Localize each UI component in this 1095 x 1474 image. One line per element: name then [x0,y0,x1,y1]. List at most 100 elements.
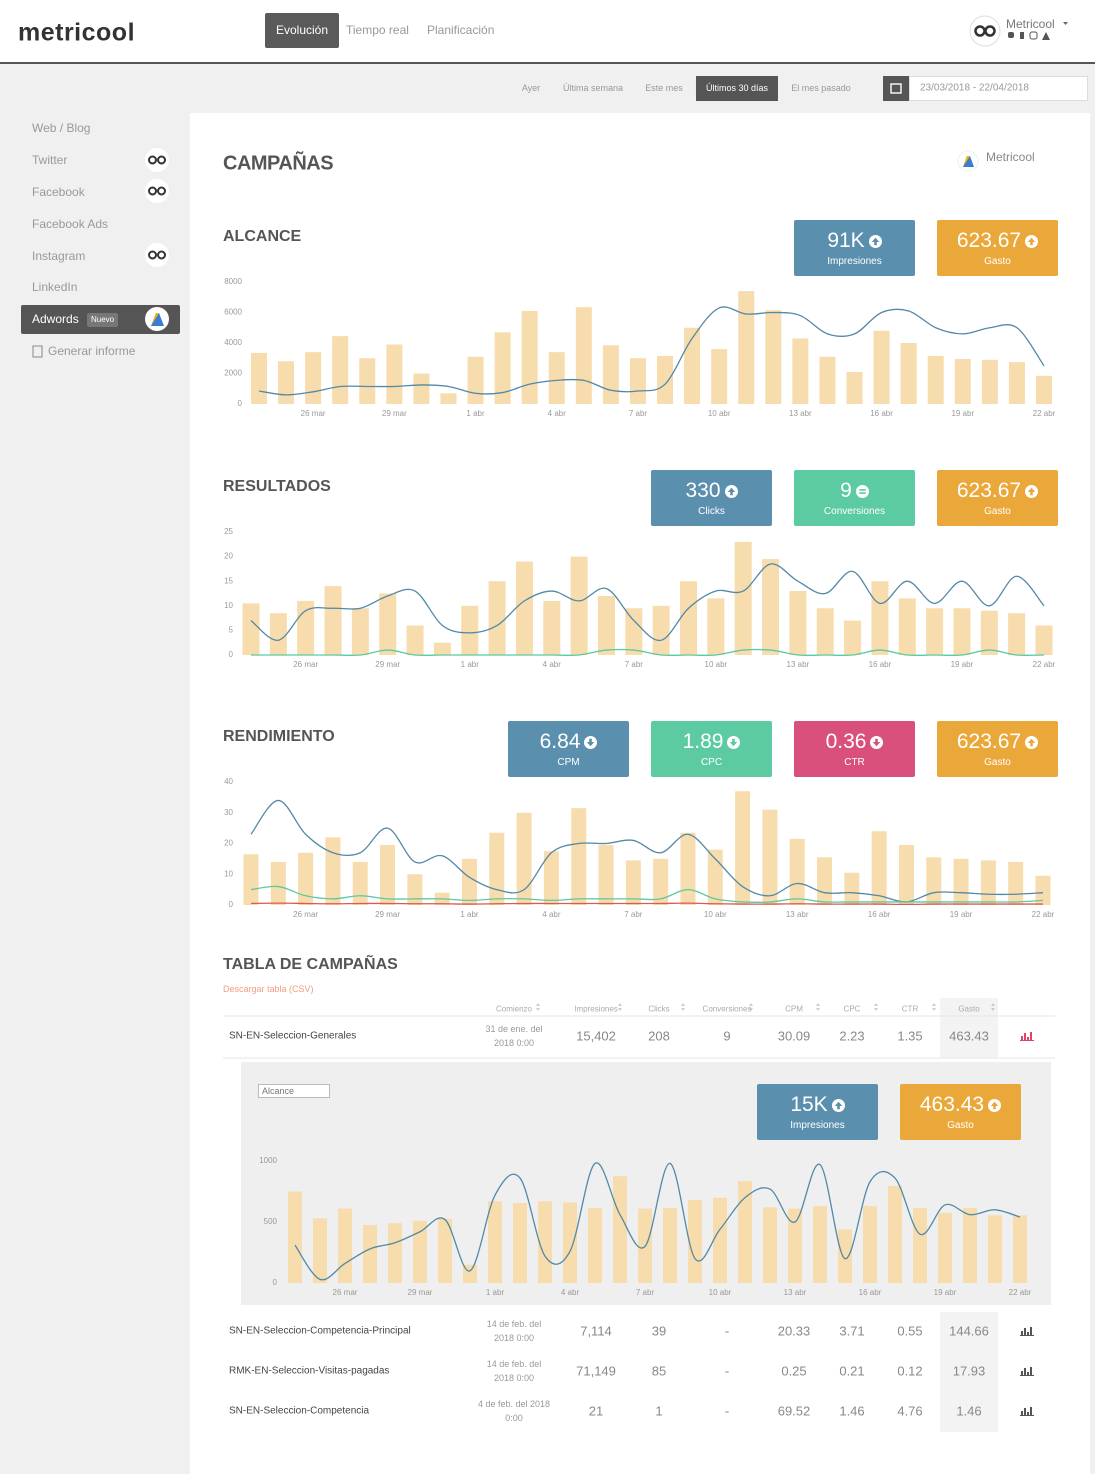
kpi-label: CTR [844,757,865,768]
kpi-card: 15K Impresiones [757,1084,878,1140]
campaign-name[interactable]: SN-EN-Seleccion-Generales [229,1030,357,1042]
column-header[interactable]: Conversiones [702,1004,752,1014]
twitter-icon [145,148,169,172]
column-header[interactable]: Gasto [958,1004,980,1014]
table-cell: 21 [588,1403,604,1419]
table-cell: 1 [655,1403,663,1419]
table-cell: 85 [651,1363,667,1379]
campaign-name[interactable]: RMK-EN-Seleccion-Visitas-pagadas [229,1365,390,1377]
table-cell: 208 [648,1028,670,1044]
table-cell: 1.46 [839,1403,865,1419]
calendar-button[interactable] [883,76,909,101]
kpi-value: 0.36 [825,730,867,753]
table-cell: 9 [723,1028,731,1044]
table-cell: 30.09 [777,1028,811,1044]
sidebar-item[interactable]: Generar informe [48,344,136,358]
new-badge: Nuevo [87,313,119,327]
gasto-column-shade [940,998,998,1058]
brand-name: Metricool [986,150,1035,164]
kpi-value: 1.89 [682,730,724,753]
trend-icon [988,1098,1002,1112]
sidebar-item[interactable]: LinkedIn [32,280,78,294]
campaign-name[interactable]: SN-EN-Seleccion-Competencia-Principal [229,1325,411,1337]
kpi-card: 623.67 Gasto [937,220,1058,276]
date-option[interactable]: El mes pasado [791,83,851,93]
kpi-card: 91K Impresiones [794,220,915,276]
trend-icon [855,484,869,498]
column-header[interactable]: CPC [843,1004,861,1014]
kpi-row: 623.67 [937,229,1058,253]
kpi-label: CPM [557,757,580,768]
kpi-value: 330 [685,479,721,502]
kpi-row: 623.67 [937,730,1058,754]
table-cell: 0.21 [839,1363,865,1379]
account-name[interactable]: Metricool [1006,17,1055,31]
date-option[interactable]: Última semana [562,83,624,93]
sidebar-item[interactable]: Facebook Ads [32,217,109,231]
page-title: CAMPAÑAS [223,152,334,175]
top-bar [0,0,1095,64]
sidebar-item[interactable]: Adwords [32,312,79,326]
pdf-icon [32,345,43,358]
kpi-label: Conversiones [823,506,886,517]
kpi-card: 9 Conversiones [794,470,915,526]
nav-tab[interactable]: Evolución [265,13,340,48]
column-header[interactable]: Impresiones [574,1004,618,1014]
trend-icon [868,234,882,248]
trend-icon [724,484,738,498]
sidebar-item[interactable]: Instagram [32,249,86,263]
kpi-card: 463.43 Gasto [900,1084,1021,1140]
sidebar-item[interactable]: Twitter [32,153,68,167]
column-header[interactable]: Comienzo [495,1004,533,1014]
table-cell: 39 [651,1323,667,1339]
table-cell: 71,149 [576,1363,616,1379]
kpi-value: 623.67 [956,479,1022,502]
trend-icon [1025,484,1039,498]
kpi-row: 623.67 [937,479,1058,503]
trend-icon [831,1098,845,1112]
table-cell: 463.43 [949,1028,989,1044]
download-link[interactable]: Descargar tabla (CSV) [223,984,314,994]
table-cell: 69.52 [777,1403,811,1419]
kpi-label: Gasto [947,1120,974,1131]
column-header[interactable]: CTR [901,1004,919,1014]
date-option[interactable]: Últimos 30 días [695,76,779,101]
table-cell: 1.35 [897,1028,923,1044]
trend-icon [870,735,884,749]
table-cell: 144.66 [949,1323,989,1339]
date-option[interactable]: Ayer [521,83,541,93]
column-header[interactable]: CPM [785,1004,803,1014]
nav-tab[interactable]: Planificación [427,23,495,37]
sidebar-item[interactable]: Facebook [32,185,85,199]
table-cell: 0.12 [897,1363,923,1379]
kpi-card: 1.89 CPC [651,721,772,777]
table-title: TABLA DE CAMPAÑAS [223,956,398,973]
kpi-label: Gasto [984,506,1011,517]
date-option[interactable]: Este mes [645,83,683,93]
kpi-row: 15K [757,1093,878,1117]
table-cell: 7,114 [580,1323,612,1339]
table-cell: 15,402 [576,1028,616,1044]
chart-select[interactable]: Alcance [258,1084,330,1098]
kpi-value: 6.84 [539,730,581,753]
table-cell: 0.25 [781,1363,807,1379]
table-cell: 0.55 [897,1323,923,1339]
kpi-row: 6.84 [508,730,629,754]
kpi-value: 9 [840,479,852,502]
nav-tab[interactable]: Tiempo real [346,23,409,37]
gasto-column-shade [940,1312,998,1432]
kpi-card: 0.36 CTR [794,721,915,777]
column-header[interactable]: Clicks [648,1004,670,1014]
trend-icon [1025,234,1039,248]
kpi-label: Impresiones [790,1120,845,1131]
table-cell: 1.46 [956,1403,982,1419]
kpi-row: 330 [651,479,772,503]
table-cell: 3.71 [839,1323,865,1339]
kpi-label: Gasto [984,757,1011,768]
campaign-name[interactable]: SN-EN-Seleccion-Competencia [229,1405,370,1417]
facebook-icon [145,179,169,203]
sidebar-item[interactable]: Web / Blog [32,121,91,135]
kpi-row: 463.43 [900,1093,1021,1117]
date-range[interactable]: 23/03/2018 - 22/04/2018 [920,82,1029,94]
